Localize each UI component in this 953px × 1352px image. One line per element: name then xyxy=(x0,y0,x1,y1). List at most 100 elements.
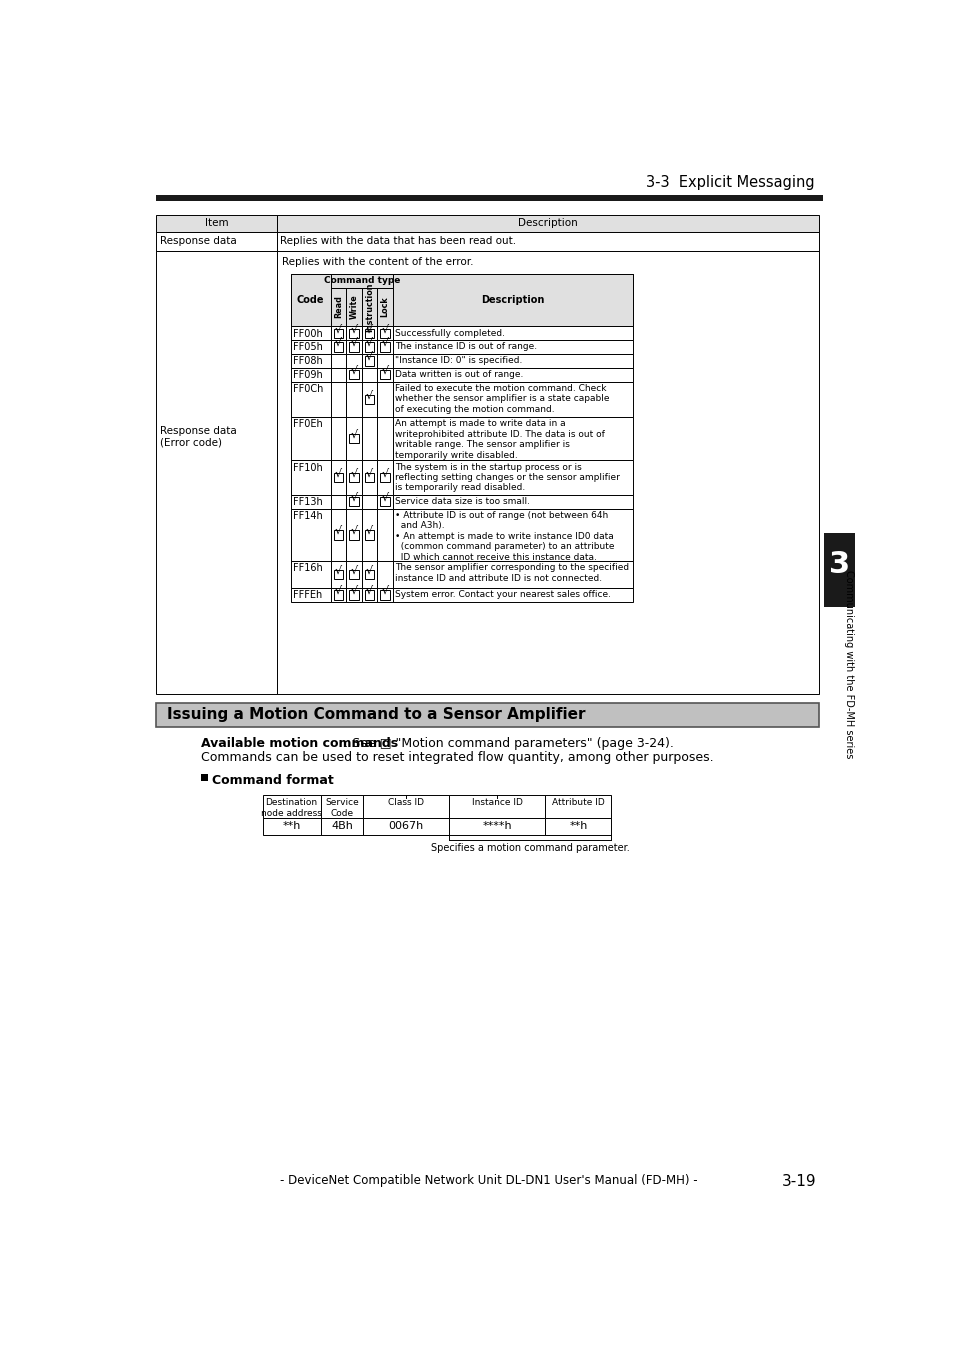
Bar xyxy=(393,460,633,495)
Bar xyxy=(291,561,331,588)
Bar xyxy=(361,460,377,495)
Bar xyxy=(334,530,343,539)
Bar xyxy=(545,818,611,836)
Bar xyxy=(823,534,855,607)
Bar xyxy=(346,561,361,588)
Bar xyxy=(377,381,393,418)
Text: Instruction: Instruction xyxy=(365,283,374,331)
Text: FF16h: FF16h xyxy=(293,564,322,573)
Bar xyxy=(365,530,374,539)
Text: Command type: Command type xyxy=(323,276,399,285)
Text: The system is in the startup process or is
reflecting setting changes or the sen: The system is in the startup process or … xyxy=(395,462,619,492)
Bar xyxy=(393,495,633,508)
Text: Specifies a motion command parameter.: Specifies a motion command parameter. xyxy=(430,842,629,853)
Bar xyxy=(331,495,346,508)
Bar xyxy=(361,288,377,326)
Bar xyxy=(361,326,377,341)
Bar xyxy=(346,418,361,460)
Bar xyxy=(545,795,611,818)
Text: √: √ xyxy=(366,526,373,537)
Text: An attempt is made to write data in a
writeprohibited attribute ID. The data is : An attempt is made to write data in a wr… xyxy=(395,419,604,460)
Bar xyxy=(349,591,358,599)
Text: √: √ xyxy=(350,469,357,479)
Bar xyxy=(346,495,361,508)
Text: Attribute ID: Attribute ID xyxy=(552,798,604,807)
Text: 3-3  Explicit Messaging: 3-3 Explicit Messaging xyxy=(645,176,814,191)
Text: 0067h: 0067h xyxy=(388,822,423,831)
Bar xyxy=(380,342,390,352)
Text: ****h: ****h xyxy=(482,822,512,831)
Text: 4Bh: 4Bh xyxy=(331,822,353,831)
Bar xyxy=(349,370,358,380)
Bar xyxy=(365,571,374,579)
Text: √: √ xyxy=(335,565,342,576)
Bar xyxy=(361,381,377,418)
Bar xyxy=(346,588,361,602)
Bar xyxy=(291,381,331,418)
Text: √: √ xyxy=(381,493,388,503)
Bar xyxy=(377,288,393,326)
Bar xyxy=(349,571,358,579)
Text: Communicating with the FD-MH series: Communicating with the FD-MH series xyxy=(843,571,853,758)
Text: √: √ xyxy=(335,587,342,596)
Bar xyxy=(320,795,363,818)
Bar xyxy=(200,773,208,780)
Bar xyxy=(377,326,393,341)
Bar xyxy=(331,460,346,495)
Bar xyxy=(334,591,343,599)
Bar xyxy=(377,368,393,381)
Text: FF05h: FF05h xyxy=(293,342,322,353)
Bar xyxy=(380,473,390,483)
Text: Write: Write xyxy=(349,295,358,319)
Text: √: √ xyxy=(366,338,373,349)
Text: √: √ xyxy=(335,526,342,537)
Bar xyxy=(320,818,363,836)
Text: √: √ xyxy=(381,324,388,334)
Bar xyxy=(380,329,390,338)
Bar xyxy=(361,495,377,508)
Bar xyxy=(156,215,276,233)
Text: √: √ xyxy=(350,338,357,349)
Bar xyxy=(346,326,361,341)
Bar xyxy=(365,473,374,483)
Bar xyxy=(377,354,393,368)
Bar xyxy=(331,561,346,588)
Bar xyxy=(156,250,276,694)
Bar xyxy=(334,329,343,338)
Bar xyxy=(349,329,358,338)
Bar xyxy=(361,368,377,381)
Bar xyxy=(349,434,358,443)
Text: √: √ xyxy=(335,469,342,479)
Text: FF13h: FF13h xyxy=(293,498,322,507)
Text: FF08h: FF08h xyxy=(293,357,322,366)
Bar xyxy=(361,561,377,588)
Bar xyxy=(349,342,358,352)
Text: √: √ xyxy=(381,366,388,376)
Bar xyxy=(291,341,331,354)
Bar xyxy=(393,418,633,460)
Bar xyxy=(346,354,361,368)
Bar xyxy=(365,395,374,404)
Bar xyxy=(331,341,346,354)
Text: FF0Eh: FF0Eh xyxy=(293,419,322,430)
Bar xyxy=(291,418,331,460)
Bar xyxy=(393,561,633,588)
Bar xyxy=(334,473,343,483)
Text: FF10h: FF10h xyxy=(293,462,322,473)
Text: Code: Code xyxy=(296,295,324,306)
Bar xyxy=(380,498,390,507)
Bar xyxy=(331,508,346,561)
Bar xyxy=(380,370,390,380)
Bar xyxy=(331,354,346,368)
Bar xyxy=(377,341,393,354)
Bar xyxy=(291,495,331,508)
Text: The instance ID is out of range.: The instance ID is out of range. xyxy=(395,342,537,352)
Bar xyxy=(361,508,377,561)
Bar xyxy=(262,818,320,836)
Text: Commands can be used to reset integrated flow quantity, among other purposes.: Commands can be used to reset integrated… xyxy=(200,750,713,764)
Bar xyxy=(349,498,358,507)
Text: Destination
node address: Destination node address xyxy=(261,798,322,818)
Text: Data written is out of range.: Data written is out of range. xyxy=(395,370,523,379)
Bar xyxy=(156,195,822,200)
Text: System error. Contact your nearest sales office.: System error. Contact your nearest sales… xyxy=(395,591,611,599)
